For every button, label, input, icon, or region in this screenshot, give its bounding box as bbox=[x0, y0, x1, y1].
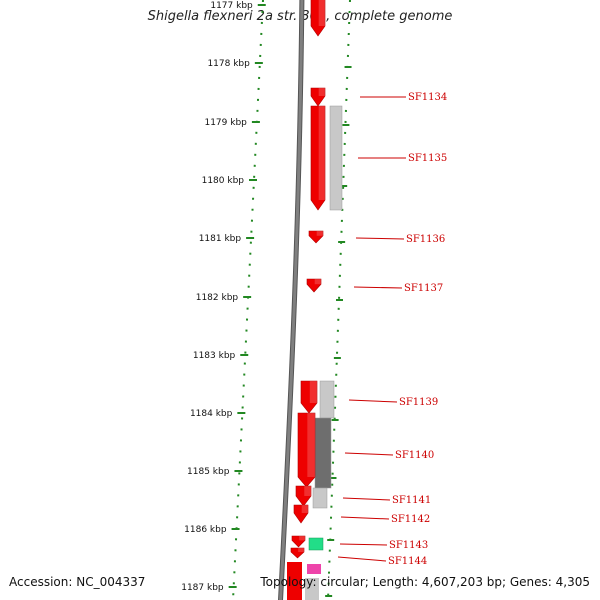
similarity-block-sf1139 bbox=[319, 380, 335, 419]
gene-arrow-sf1144 bbox=[290, 547, 305, 559]
kbp-label: 1186 kbp bbox=[184, 525, 227, 535]
kbp-label: 1182 kbp bbox=[196, 293, 239, 303]
kbp-label: 1183 kbp bbox=[193, 351, 236, 361]
label-leader-line bbox=[340, 516, 390, 520]
gene-arrow-sf1136-shade bbox=[316, 231, 323, 236]
gene-arrow-sf1141-shade bbox=[304, 486, 311, 496]
gene-label-sf1141: SF1141 bbox=[392, 495, 431, 506]
backbone bbox=[279, 0, 304, 600]
label-leader-line bbox=[337, 556, 387, 562]
gene-label-sf1142: SF1142 bbox=[391, 514, 430, 525]
gene-label-sf1140: SF1140 bbox=[395, 450, 434, 461]
gene-arrow-sf1137-shade bbox=[314, 279, 321, 285]
gene-arrow-sf1140-shade bbox=[307, 413, 315, 477]
misc-feature bbox=[307, 564, 321, 574]
similarity-block-bottom bbox=[305, 578, 319, 600]
label-leader-line bbox=[355, 237, 405, 240]
outer-track bbox=[327, 0, 351, 600]
gene-label-sf1134: SF1134 bbox=[408, 92, 447, 103]
gene-label-sf1136: SF1136 bbox=[406, 234, 445, 245]
gene-arrow-sf1137 bbox=[306, 278, 322, 293]
similarity-block-sf1135 bbox=[329, 105, 343, 211]
gene-arrow-sf1144-shade bbox=[298, 548, 304, 552]
gene-arrow-sf1135 bbox=[310, 105, 326, 211]
scale-track bbox=[232, 0, 264, 600]
kbp-label: 1179 kbp bbox=[204, 118, 247, 128]
kbp-label: 1187 kbp bbox=[181, 583, 224, 593]
kbp-label: 1180 kbp bbox=[202, 176, 245, 186]
gene-arrow-top bbox=[310, 0, 326, 37]
gene-label-sf1144: SF1144 bbox=[388, 556, 427, 567]
gene-arrow-sf1136 bbox=[308, 230, 324, 244]
gene-label-sf1139: SF1139 bbox=[399, 397, 438, 408]
gene-arrow-bottom bbox=[287, 562, 302, 600]
gene-arrow-sf1142-shade bbox=[301, 505, 308, 513]
gene-arrow-sf1134 bbox=[310, 87, 326, 107]
gene-arrow-sf1140 bbox=[297, 412, 316, 488]
gene-label-sf1135: SF1135 bbox=[408, 153, 447, 164]
gene-arrow-sf1142 bbox=[293, 504, 309, 524]
label-leader-line bbox=[353, 286, 403, 289]
trna-feature bbox=[308, 537, 324, 551]
gene-arrow-top-shade bbox=[318, 0, 325, 26]
label-leader-line bbox=[339, 543, 388, 546]
label-leader-line bbox=[342, 497, 391, 501]
gene-arrow-sf1143-shade bbox=[299, 536, 305, 541]
kbp-label: 1177 kbp bbox=[210, 1, 253, 11]
label-leader-line bbox=[348, 399, 398, 403]
gene-arrow-sf1135-shade bbox=[318, 106, 325, 200]
gene-arrow-sf1139 bbox=[300, 380, 318, 414]
topology-text: Topology: circular; Length: 4,607,203 bp… bbox=[260, 575, 590, 589]
gene-label-sf1137: SF1137 bbox=[404, 283, 443, 294]
accession-text: Accession: NC_004337 bbox=[9, 575, 146, 589]
similarity-block-sf1141 bbox=[312, 487, 328, 509]
kbp-label: 1178 kbp bbox=[207, 59, 250, 69]
label-leader-line bbox=[344, 452, 394, 456]
gene-arrow-sf1134-shade bbox=[318, 88, 325, 96]
kbp-label: 1185 kbp bbox=[187, 467, 230, 477]
gene-arrow-sf1139-shade bbox=[309, 381, 317, 403]
gene-arrow-sf1143 bbox=[291, 535, 306, 548]
gene-arrow-sf1141 bbox=[295, 485, 312, 507]
kbp-label: 1181 kbp bbox=[199, 234, 242, 244]
kbp-label: 1184 kbp bbox=[190, 409, 233, 419]
gene-label-sf1143: SF1143 bbox=[389, 540, 428, 551]
similarity-block-sf1140 bbox=[314, 417, 332, 489]
